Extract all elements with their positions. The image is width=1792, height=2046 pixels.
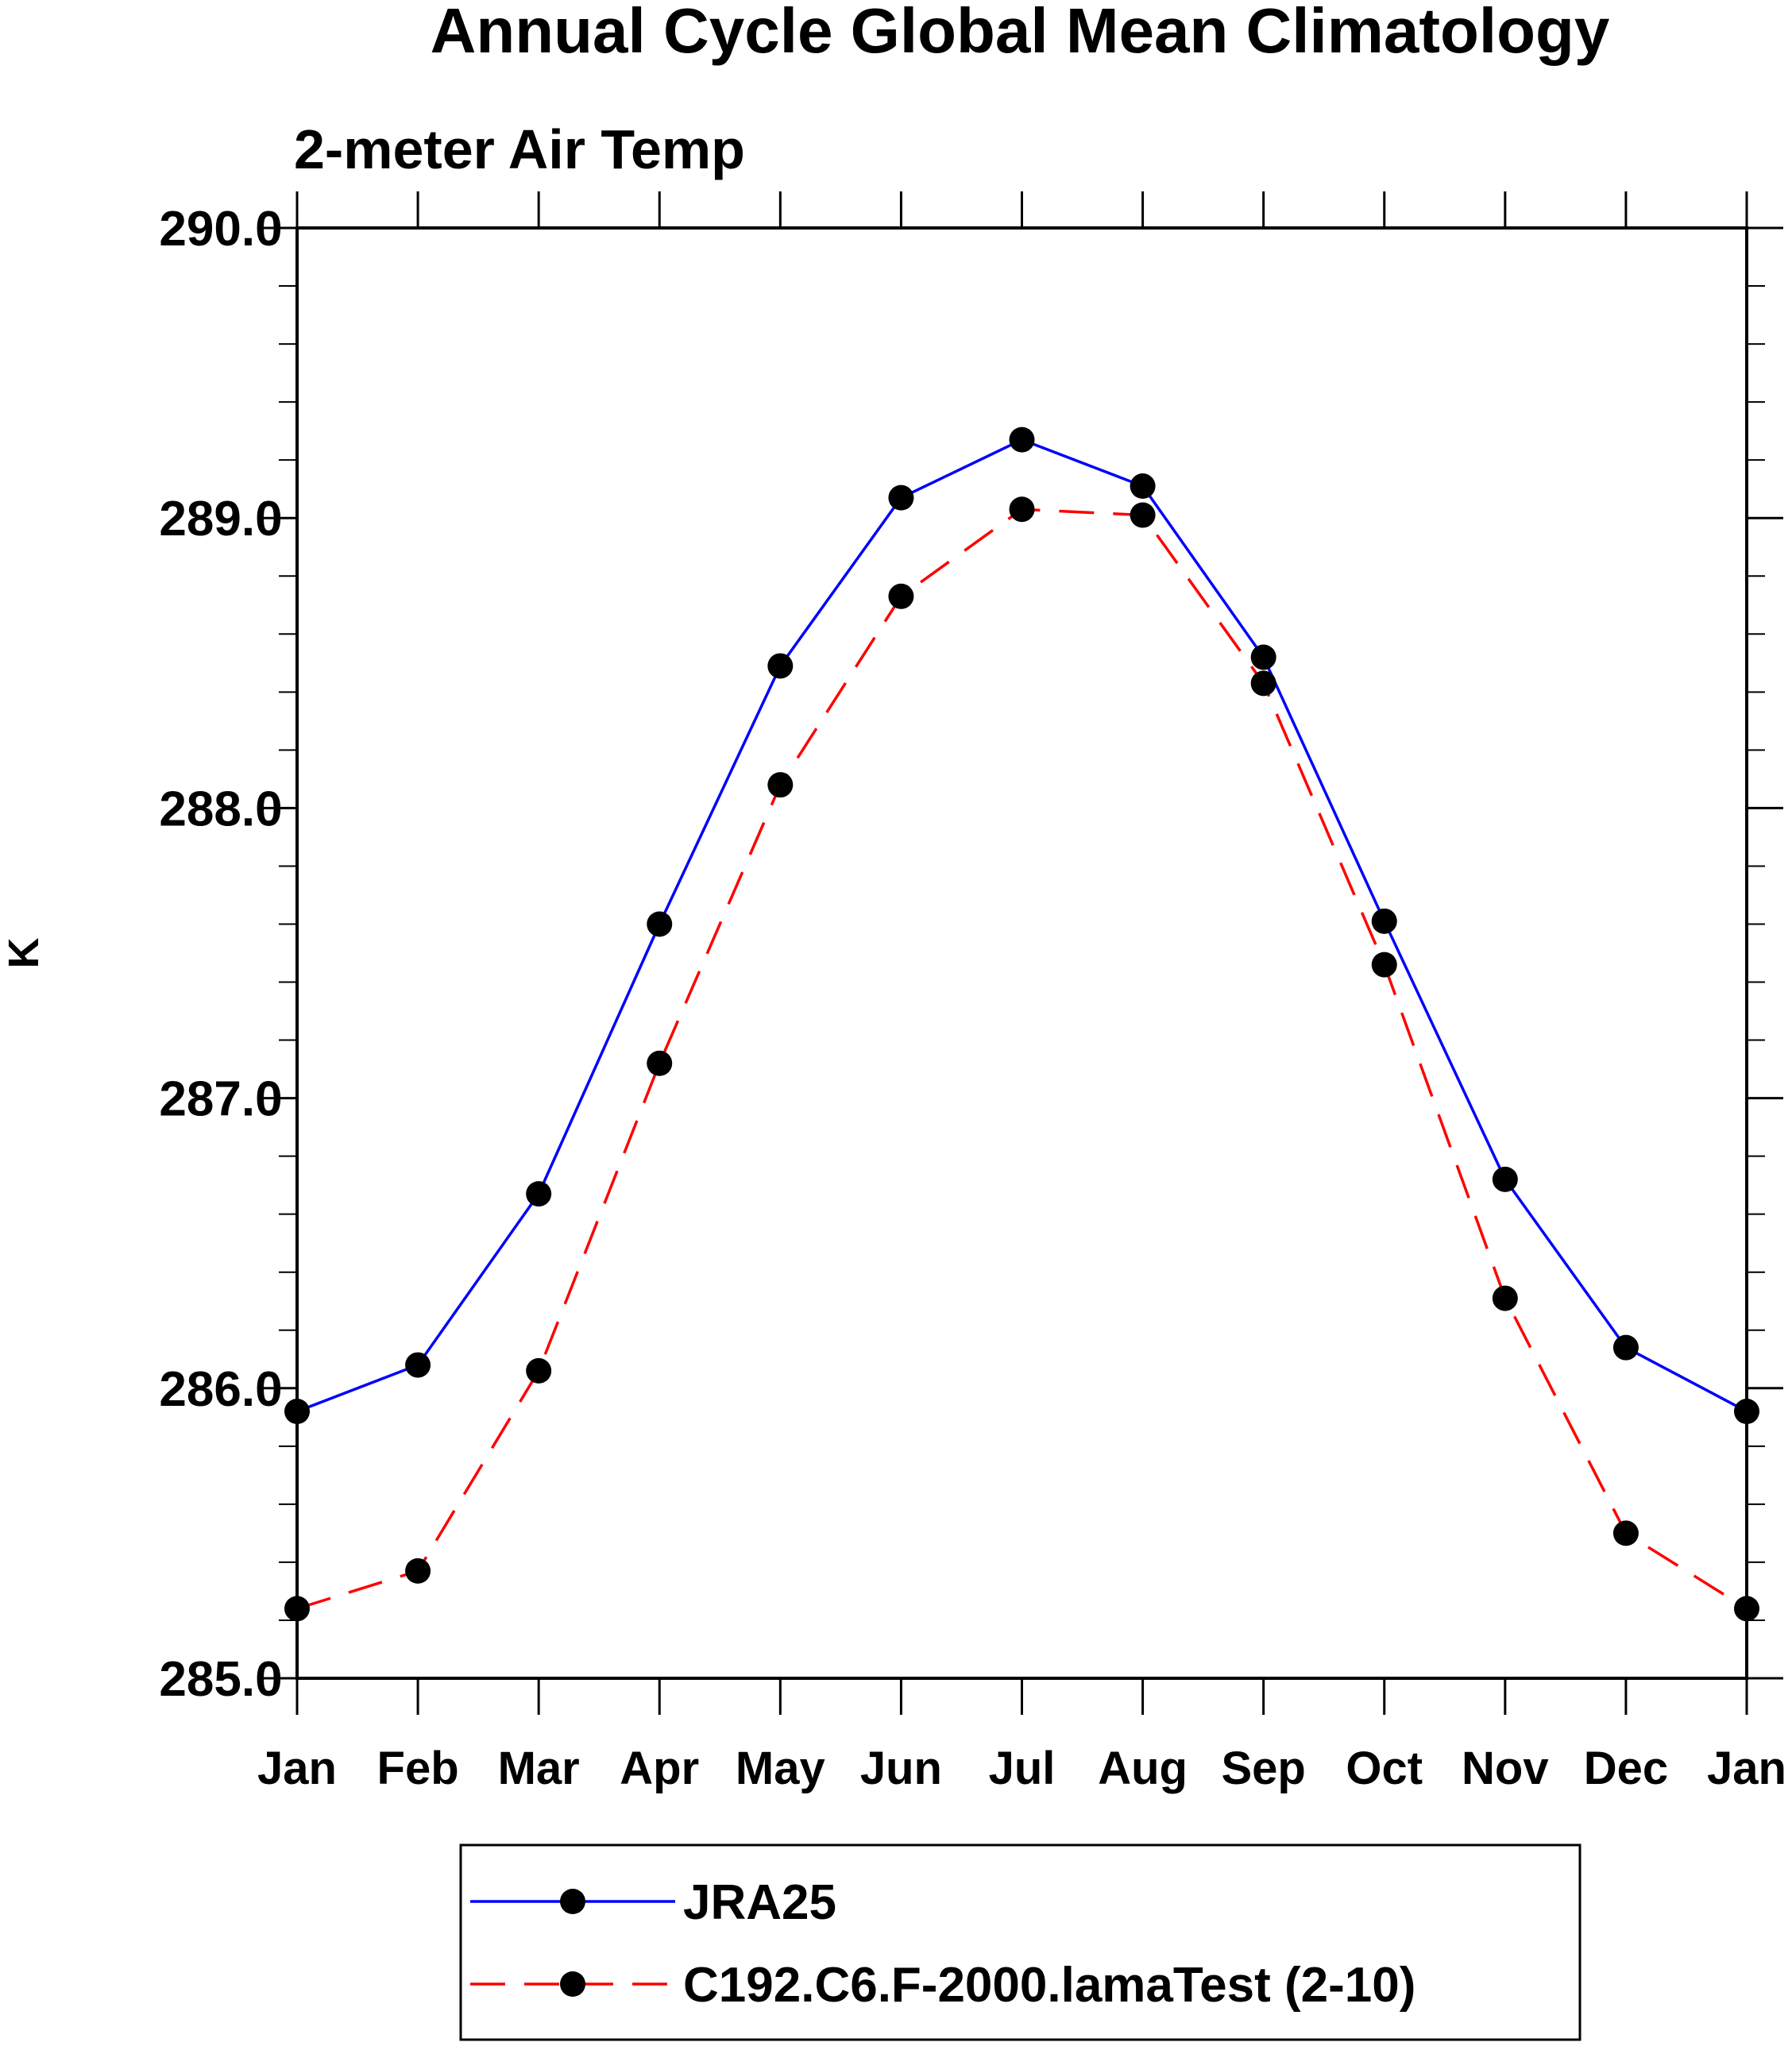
legend-label-0: JRA25 <box>683 1875 836 1930</box>
x-tick-labels: Jan Feb Mar Apr May Jun Jul Aug Sep Oct Nov Dec Jan <box>257 1743 1786 1794</box>
x-tick-label: Sep <box>1221 1743 1305 1794</box>
series-1-point <box>1492 1285 1518 1311</box>
series-0-point <box>647 911 673 937</box>
x-tick-label: Feb <box>377 1743 459 1794</box>
chart-subtitle: 2-meter Air Temp <box>294 118 745 180</box>
x-tick-label: Apr <box>620 1743 699 1794</box>
axis-ticks <box>261 191 1783 1715</box>
series-0-point <box>1371 908 1397 934</box>
series-1-point <box>1130 502 1156 528</box>
x-tick-label: Jan <box>257 1743 337 1794</box>
x-tick-label: Jun <box>860 1743 942 1794</box>
legend-label-1: C192.C6.F-2000.lamaTest (2-10) <box>683 1958 1415 2013</box>
legend: JRA25 C192.C6.F-2000.lamaTest (2-10) <box>459 1843 1582 2041</box>
chart-title: Annual Cycle Global Mean Climatology <box>431 0 1610 66</box>
legend-box <box>459 1843 1582 2041</box>
series-0-point <box>1492 1166 1518 1192</box>
y-tick-label: 288.0 <box>159 782 282 836</box>
series-1-point <box>1612 1520 1639 1546</box>
series-0-point <box>405 1352 431 1378</box>
series-1-point <box>767 772 794 798</box>
x-tick-label: Nov <box>1462 1743 1549 1794</box>
series-0-point <box>888 484 914 511</box>
series-0-point <box>1250 644 1276 670</box>
x-tick-label: Aug <box>1098 1743 1188 1794</box>
x-tick-label: Jan <box>1707 1743 1786 1794</box>
series-1-point <box>1009 496 1035 523</box>
y-tick-label: 286.0 <box>159 1362 282 1417</box>
x-tick-label: Oct <box>1346 1743 1423 1794</box>
y-tick-label: 287.0 <box>159 1072 282 1127</box>
series-lines <box>296 438 1748 1611</box>
series-0-point <box>1130 473 1156 500</box>
series-1-point <box>1250 670 1276 697</box>
series-markers <box>284 427 1759 1622</box>
x-tick-label: Mar <box>498 1743 580 1794</box>
series-0-point <box>526 1181 552 1207</box>
series-0-point <box>1612 1334 1639 1361</box>
legend-items: JRA25 C192.C6.F-2000.lamaTest (2-10) <box>470 1875 1415 2013</box>
y-tick-label: 285.0 <box>159 1652 282 1707</box>
series-0-point <box>1009 427 1035 453</box>
y-tick-labels: 285.0 286.0 287.0 288.0 289.0 290.0 <box>159 202 282 1707</box>
plot-frame <box>295 226 1748 1680</box>
legend-marker-1 <box>560 1971 585 1997</box>
y-tick-label: 290.0 <box>159 202 282 257</box>
series-1-point <box>405 1558 431 1584</box>
series-line-0 <box>296 438 1748 1413</box>
y-tick-label: 289.0 <box>159 492 282 546</box>
series-1-point <box>888 583 914 609</box>
x-tick-label: Dec <box>1584 1743 1668 1794</box>
series-line-1 <box>296 508 1748 1611</box>
legend-marker-0 <box>560 1889 585 1914</box>
series-1-point <box>1371 952 1397 978</box>
x-tick-label: May <box>736 1743 825 1794</box>
series-1-point <box>647 1050 673 1076</box>
y-axis-label: K <box>0 938 48 969</box>
x-tick-label: Jul <box>989 1743 1056 1794</box>
series-0-point <box>767 653 794 679</box>
series-1-point <box>526 1357 552 1384</box>
